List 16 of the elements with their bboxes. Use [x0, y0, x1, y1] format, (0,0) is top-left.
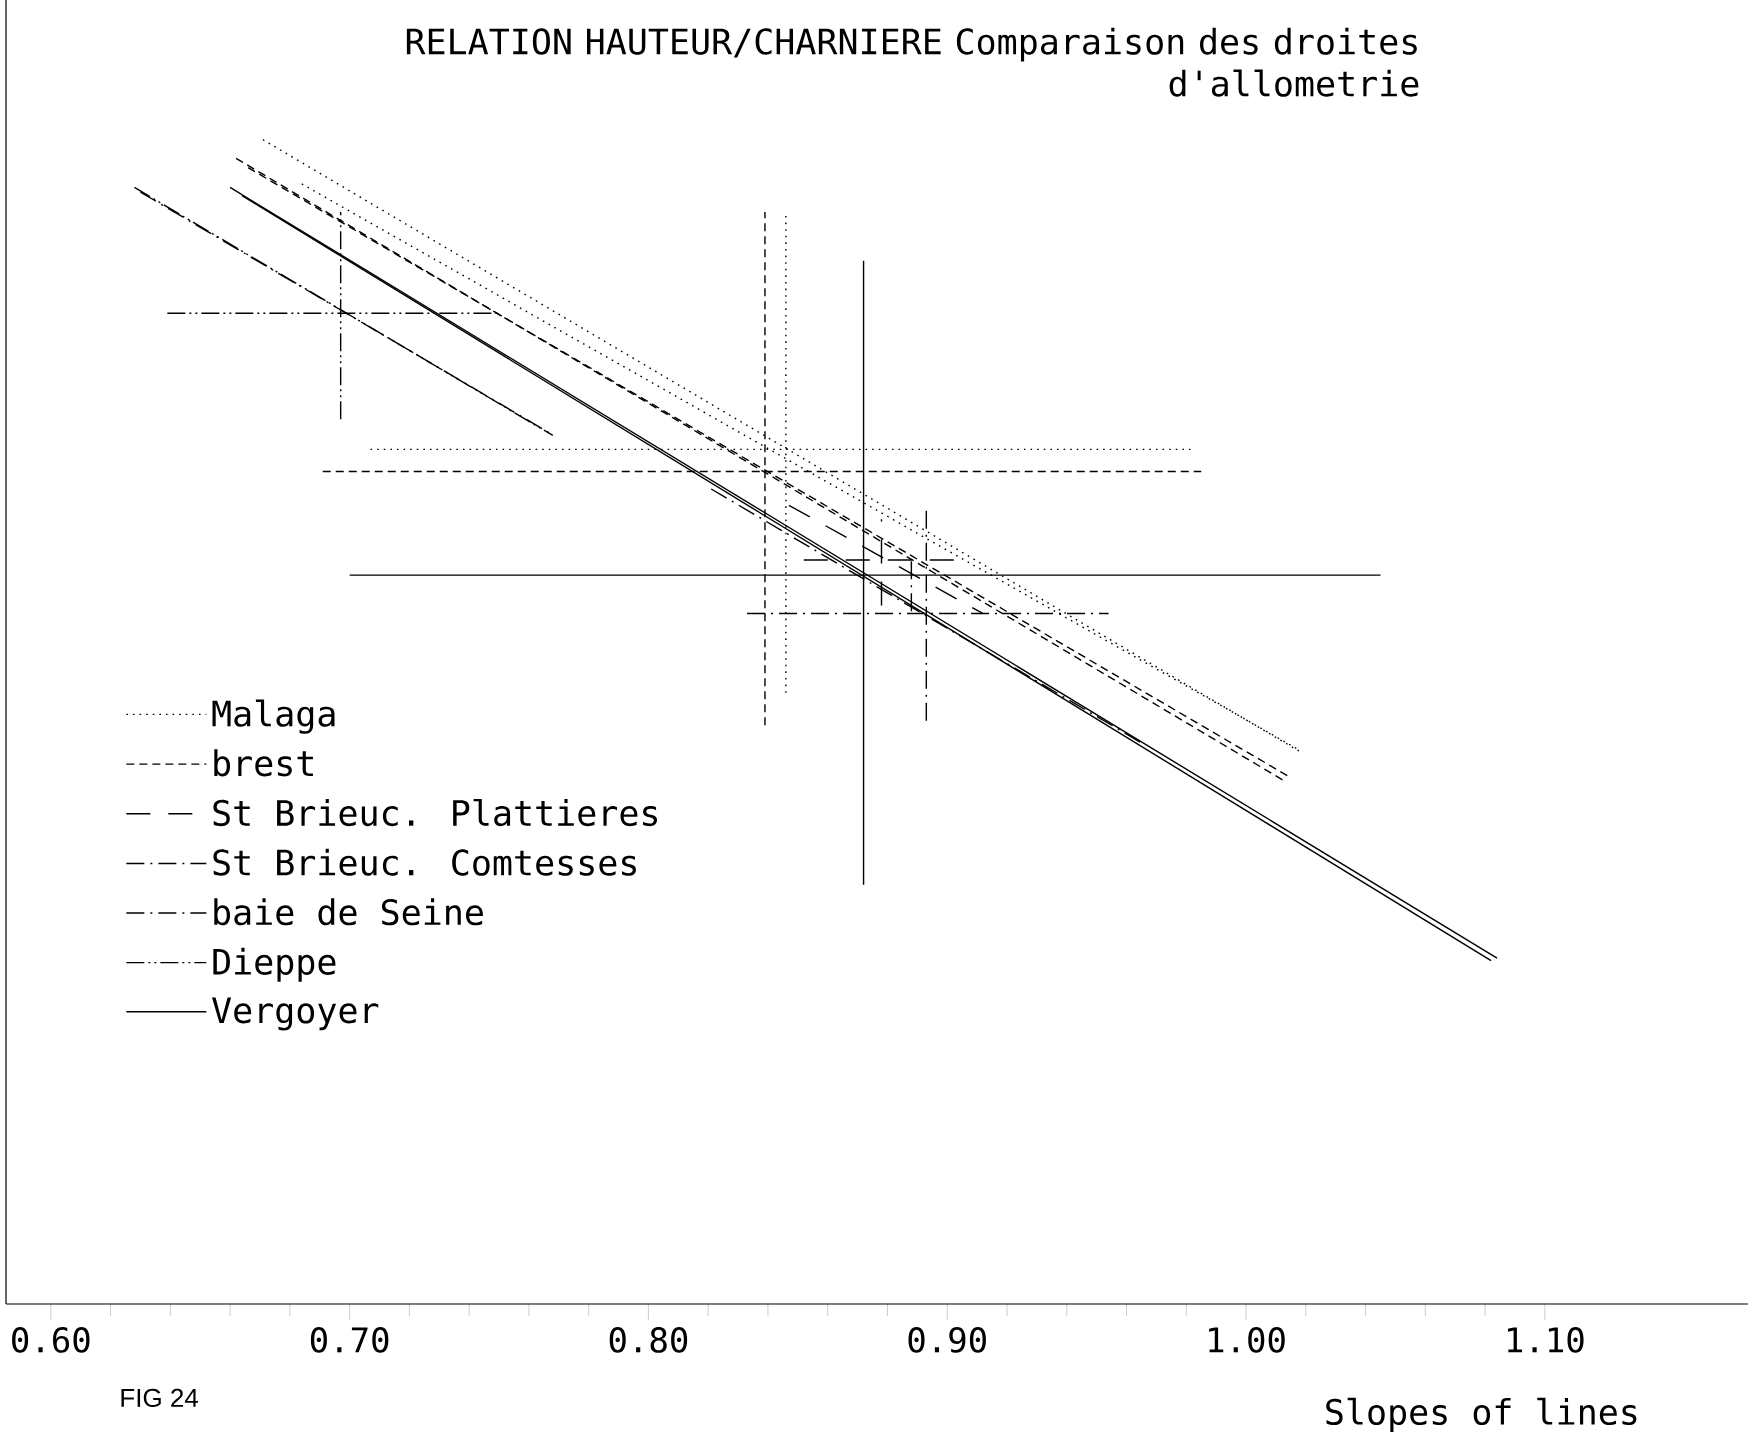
x-tick-label: 1.10 [1507, 1327, 1584, 1353]
chart-title: RELATION HAUTEUR/CHARNIERE Comparaison des droites d'allometrie [406, 27, 1419, 97]
legend-label: brest [214, 749, 313, 777]
x-tick-label: 0.80 [609, 1327, 688, 1353]
x-tick-label: 0.90 [908, 1327, 986, 1353]
x-tick-label: 0.60 [12, 1327, 90, 1353]
x-tick-label: 0.70 [310, 1327, 389, 1353]
legend-label: Malaga [212, 699, 335, 734]
legend-label: baie de Seine [214, 898, 483, 926]
legend-label: Dieppe [213, 947, 336, 982]
legend-label: St Brieuc. Comtesses [213, 848, 636, 876]
legend-label: Vergoyer [212, 997, 379, 1031]
caption: FIG 24 [121, 1388, 199, 1408]
legend-label: St Brieuc. Plattieres [213, 798, 658, 827]
x-tick-label: 1.00 [1209, 1327, 1285, 1353]
x-axis-title: Slopes of lines [1326, 1397, 1637, 1432]
